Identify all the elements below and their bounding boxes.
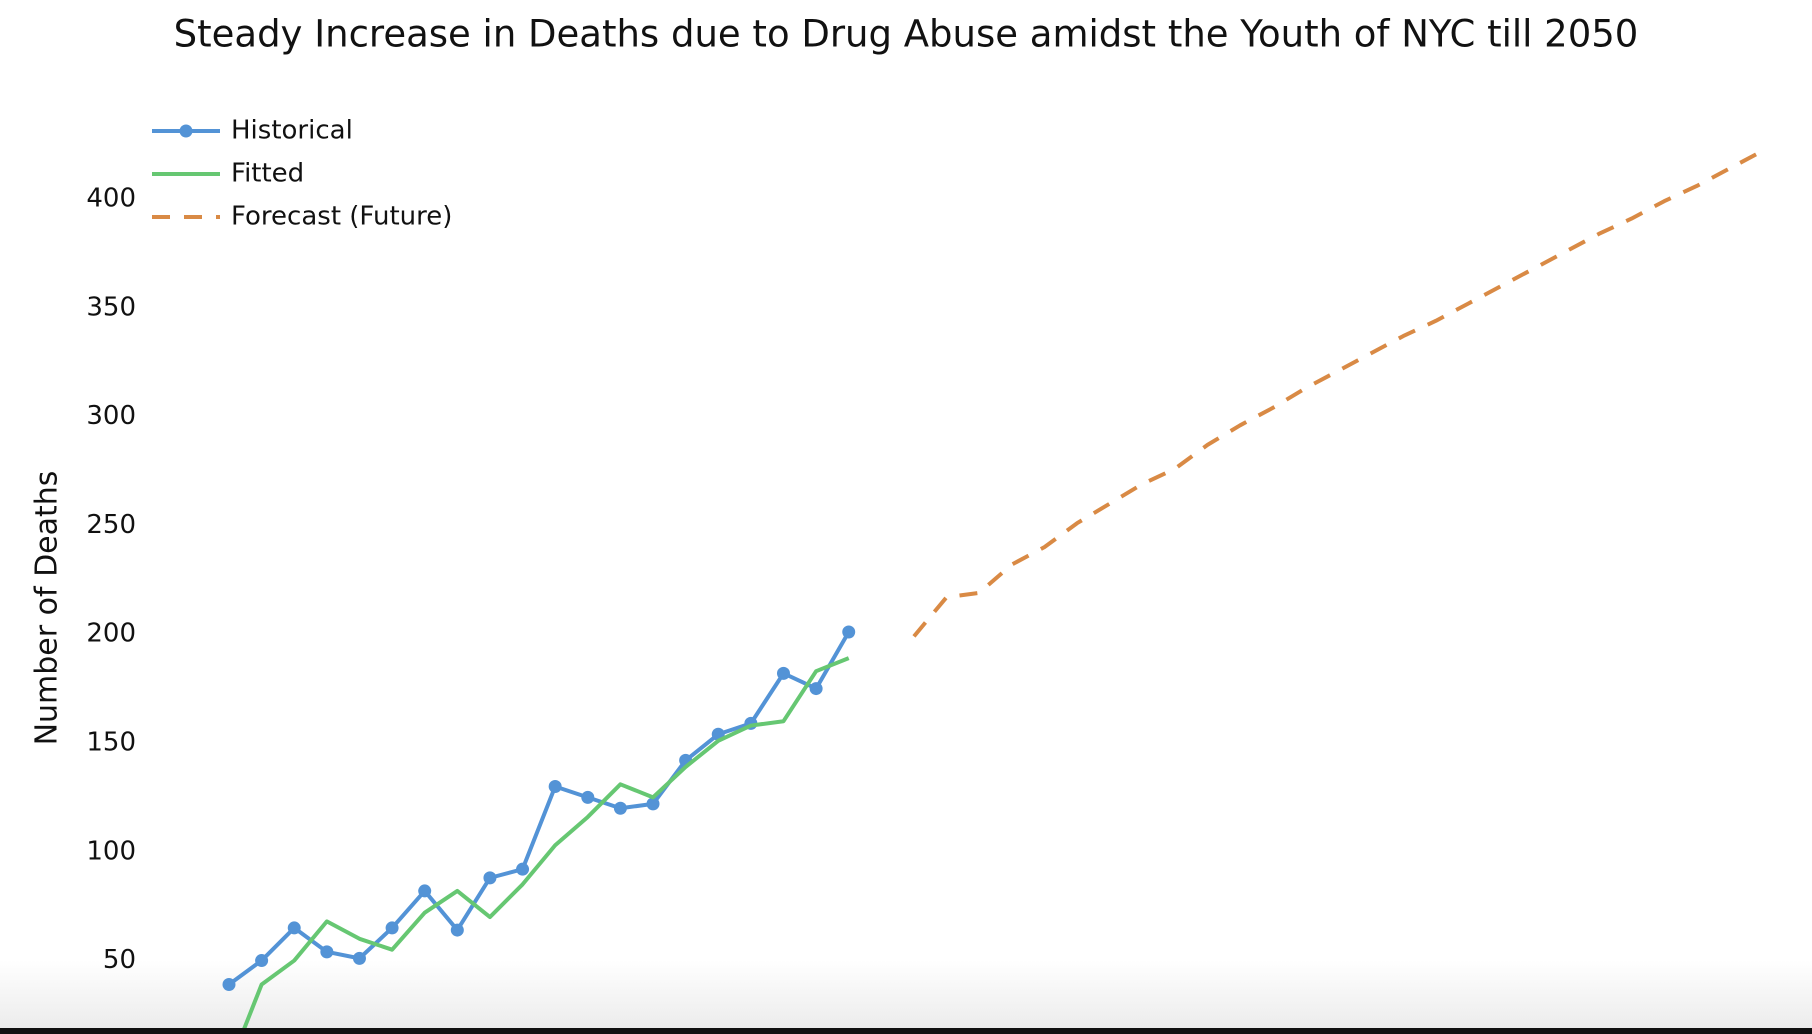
y-tick-label: 50 (103, 945, 136, 975)
y-tick-label: 250 (86, 510, 136, 540)
data-point (255, 954, 269, 968)
legend-label: Historical (231, 116, 353, 146)
series-line (227, 631, 851, 987)
data-point (842, 625, 856, 639)
data-point (646, 797, 660, 811)
y-tick-label: 150 (86, 727, 136, 757)
bottom-edge (0, 1028, 1812, 1034)
y-tick-label: 350 (86, 292, 136, 322)
data-point (320, 945, 334, 959)
data-point (613, 801, 627, 815)
y-tick-label: 200 (86, 619, 136, 649)
legend-marker (179, 124, 193, 138)
y-tick-label: 400 (86, 184, 136, 214)
legend-label: Fitted (231, 159, 304, 189)
plot-area (222, 149, 1763, 1028)
data-point (548, 779, 562, 793)
legend-label: Forecast (Future) (231, 202, 452, 232)
data-point (450, 923, 464, 937)
y-tick-label: 300 (86, 401, 136, 431)
series-line (912, 149, 1763, 638)
data-point (222, 977, 236, 991)
series-line (242, 656, 850, 1028)
y-tick-label: 100 (86, 836, 136, 866)
data-point (776, 666, 790, 680)
data-point (581, 790, 595, 804)
chart-title: Steady Increase in Deaths due to Drug Ab… (174, 13, 1639, 56)
data-point (352, 951, 366, 965)
bottom-shade (0, 960, 1812, 1028)
data-point (385, 921, 399, 935)
data-point (516, 862, 530, 876)
data-point (418, 884, 432, 898)
data-point (287, 921, 301, 935)
y-axis-label: Number of Deaths (30, 471, 65, 746)
data-point (483, 871, 497, 885)
data-point (809, 682, 823, 696)
